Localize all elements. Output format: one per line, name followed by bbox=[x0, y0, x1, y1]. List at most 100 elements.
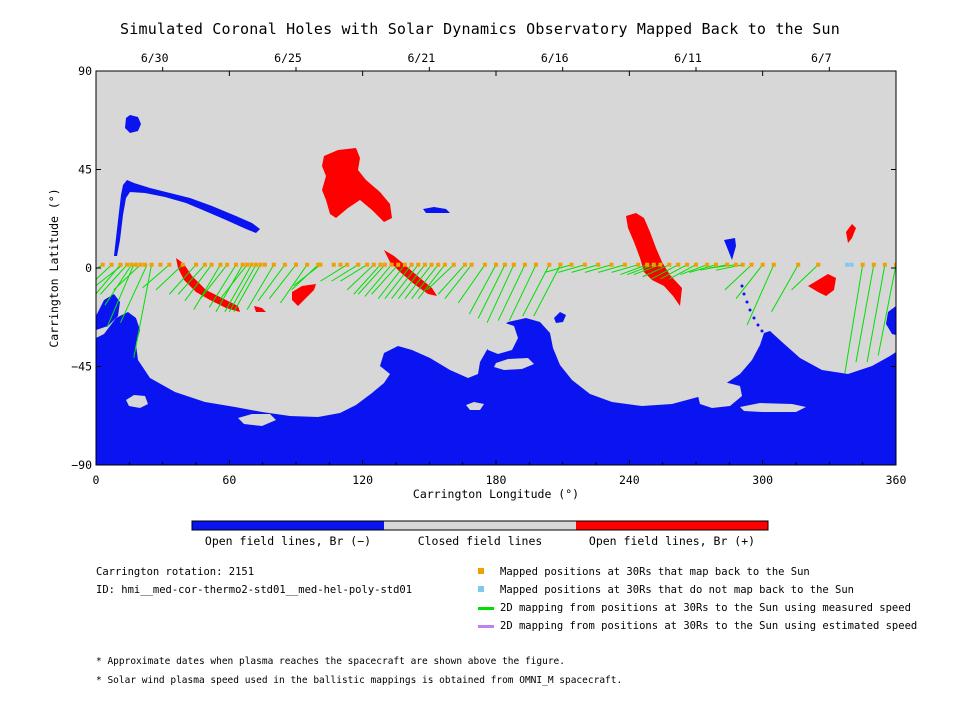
note-dates: * Approximate dates when plasma reaches … bbox=[96, 656, 565, 667]
northern-red-hole bbox=[322, 148, 392, 222]
field-line-58 bbox=[584, 264, 612, 273]
field-line-47 bbox=[457, 264, 486, 304]
colorbar-label-closed: Closed field lines bbox=[417, 534, 543, 548]
mapped-point-17 bbox=[234, 262, 238, 267]
axes: 0 60 120 180 240 300 360 90 45 0 −45 −90 6/30 6/25 6/2… bbox=[47, 51, 906, 501]
field-line-7 bbox=[113, 264, 141, 291]
mapped-point-47 bbox=[451, 262, 456, 267]
field-line-10 bbox=[142, 264, 170, 289]
tilted-red-hole bbox=[626, 213, 682, 306]
field-line-14 bbox=[184, 264, 212, 302]
mapped-point-49 bbox=[469, 262, 474, 267]
mapped-point-46 bbox=[442, 262, 447, 267]
not-mapped-point-0 bbox=[845, 262, 850, 267]
mapped-square-icon bbox=[478, 568, 484, 574]
legend-item-not-mapped: Mapped positions at 30Rs that do not map… bbox=[478, 584, 958, 602]
mapped-point-23 bbox=[262, 262, 267, 267]
mapped-point-61 bbox=[609, 262, 614, 267]
field-line-3 bbox=[96, 264, 123, 286]
mapped-point-69 bbox=[685, 262, 690, 267]
open-field-positive-regions bbox=[176, 148, 856, 312]
field-line-61 bbox=[620, 264, 648, 276]
date-tick-label-4: 6/11 bbox=[674, 51, 702, 65]
legend-item-mapped: Mapped positions at 30Rs that map back t… bbox=[478, 566, 958, 584]
mapped-point-64 bbox=[645, 262, 650, 267]
x-tick-label-3: 180 bbox=[486, 473, 507, 487]
date-tick-label-0: 6/30 bbox=[141, 51, 169, 65]
field-line-69 bbox=[689, 264, 717, 273]
mapped-positions bbox=[100, 262, 896, 267]
mapped-point-43 bbox=[422, 262, 427, 267]
mapped-point-53 bbox=[511, 262, 516, 267]
field-line-56 bbox=[558, 264, 586, 273]
colorbar-label-positive: Open field lines, Br (+) bbox=[588, 534, 756, 548]
field-line-18 bbox=[215, 264, 244, 313]
south-polar-coronal-hole bbox=[96, 312, 896, 465]
field-line-34 bbox=[357, 264, 386, 295]
field-line-78 bbox=[844, 264, 864, 374]
east-limb-hole bbox=[886, 306, 896, 335]
y-tick-label-0: 90 bbox=[78, 64, 92, 78]
field-line-21 bbox=[228, 264, 257, 313]
mapped-point-52 bbox=[502, 262, 507, 267]
field-line-60 bbox=[611, 264, 639, 273]
field-line-19 bbox=[220, 264, 248, 299]
mapped-point-75 bbox=[740, 262, 745, 267]
mapped-point-80 bbox=[816, 262, 821, 267]
field-line-37 bbox=[377, 264, 406, 299]
mapped-point-70 bbox=[694, 262, 698, 267]
field-line-65 bbox=[651, 264, 679, 280]
blue-hole-near-midline bbox=[554, 312, 566, 323]
mapped-point-81 bbox=[860, 262, 865, 267]
mapped-point-38 bbox=[389, 262, 394, 267]
field-line-32 bbox=[346, 264, 375, 291]
mapped-point-37 bbox=[382, 262, 387, 267]
mapped-point-50 bbox=[482, 262, 487, 267]
field-line-63 bbox=[633, 264, 661, 276]
field-line-22 bbox=[233, 264, 261, 313]
mapped-point-42 bbox=[416, 262, 421, 267]
mapped-point-62 bbox=[622, 262, 627, 267]
field-line-35 bbox=[364, 264, 392, 297]
field-line-66 bbox=[660, 264, 688, 280]
field-line-11 bbox=[155, 264, 184, 291]
y-tick-label-2: 0 bbox=[85, 261, 92, 275]
mapped-point-19 bbox=[245, 262, 250, 267]
mapped-point-34 bbox=[365, 262, 370, 267]
mapped-point-79 bbox=[796, 262, 801, 267]
field-line-4 bbox=[100, 264, 128, 295]
field-line-20 bbox=[224, 264, 252, 313]
closed-field-islands bbox=[126, 322, 806, 426]
field-line-81 bbox=[877, 264, 896, 356]
field-line-0 bbox=[96, 264, 103, 270]
mapped-point-51 bbox=[494, 262, 498, 267]
mapped-point-63 bbox=[636, 262, 641, 267]
field-line-54 bbox=[533, 264, 561, 317]
mapped-point-25 bbox=[282, 262, 287, 267]
field-line-43 bbox=[417, 264, 446, 299]
field-line-52 bbox=[508, 264, 537, 321]
field-line-5 bbox=[104, 264, 132, 306]
field-line-42 bbox=[411, 264, 439, 299]
mapped-point-56 bbox=[547, 262, 552, 267]
mapped-point-68 bbox=[676, 262, 681, 267]
field-line-77 bbox=[791, 264, 819, 291]
mapped-point-36 bbox=[378, 262, 383, 267]
not-mapped-square-icon bbox=[478, 586, 484, 592]
mapped-point-44 bbox=[429, 262, 434, 267]
mapped-point-9 bbox=[158, 262, 163, 267]
model-id: ID: hmi__med-cor-thermo2-std01__med-hel-… bbox=[96, 584, 413, 596]
colorbar-label-negative: Open field lines, Br (−) bbox=[204, 534, 372, 548]
colorbar-positive bbox=[576, 521, 768, 530]
date-tick-label-5: 6/7 bbox=[811, 51, 832, 65]
mapped-point-10 bbox=[167, 262, 172, 267]
mapped-point-33 bbox=[356, 262, 361, 267]
mapped-point-15 bbox=[218, 262, 223, 267]
field-line-16 bbox=[200, 264, 228, 299]
mapped-point-65 bbox=[651, 262, 656, 267]
field-line-53 bbox=[522, 264, 550, 317]
mapped-point-32 bbox=[345, 262, 350, 267]
field-line-23 bbox=[246, 264, 275, 310]
field-line-36 bbox=[371, 264, 399, 295]
field-line-25 bbox=[268, 264, 297, 299]
